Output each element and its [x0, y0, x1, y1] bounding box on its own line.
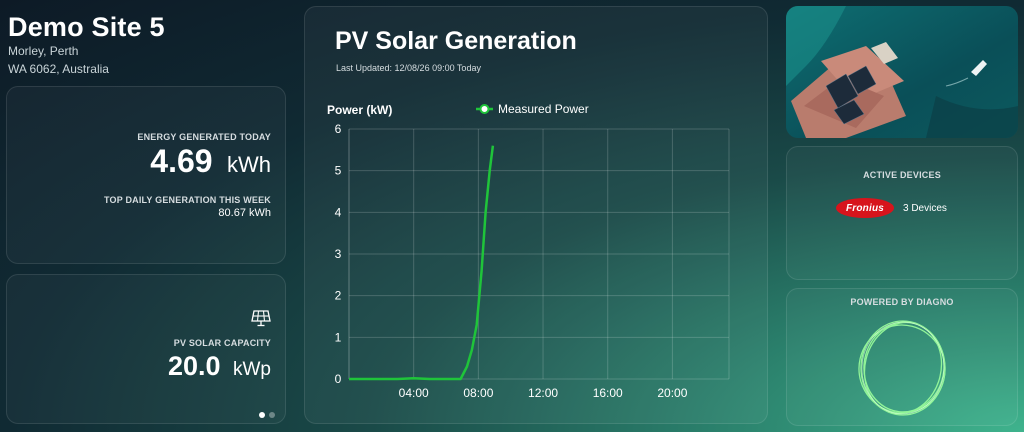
x-tick-label: 20:00 [657, 386, 687, 400]
top-daily-value: 80.67 kWh [218, 207, 271, 219]
devices-card[interactable]: ACTIVE DEVICES Fronius 3 Devices [786, 146, 1018, 280]
diagno-title: POWERED BY DIAGNO [850, 297, 954, 307]
aerial-house-image [786, 6, 1018, 138]
chart-card: PV Solar Generation Last Updated: 12/08/… [304, 6, 768, 424]
y-tick-label: 5 [335, 164, 342, 178]
site-photo [786, 6, 1018, 138]
chart-updated: Last Updated: 12/08/26 09:00 Today [336, 63, 481, 73]
series-line-measured-power [349, 145, 495, 381]
solar-panel-icon [251, 310, 271, 327]
energy-card: ENERGY GENERATED TODAY 4.69 kWh TOP DAIL… [6, 86, 286, 264]
address-line-2: WA 6062, Australia [8, 62, 109, 76]
y-tick-label: 1 [335, 330, 342, 344]
pager-dot-2[interactable] [269, 412, 275, 418]
y-tick-label: 4 [335, 205, 342, 219]
x-tick-label: 16:00 [593, 386, 623, 400]
chart-title: PV Solar Generation [335, 27, 577, 55]
pv-generation-chart: Power (kW) Measured Power 0 1 2 3 4 5 6 04:00 08… [327, 102, 730, 400]
fronius-logo: Fronius [836, 198, 894, 218]
energy-today-label: ENERGY GENERATED TODAY [137, 132, 271, 142]
capacity-label: PV SOLAR CAPACITY [173, 338, 271, 348]
y-tick-label: 2 [335, 289, 342, 303]
x-tick-label: 08:00 [463, 386, 493, 400]
pager-dot-1[interactable] [259, 412, 265, 418]
site-title: Demo Site 5 [8, 12, 165, 42]
chart-legend[interactable]: Measured Power [476, 102, 589, 116]
capacity-value: 20.0 [167, 351, 221, 381]
y-tick-label: 6 [335, 122, 342, 136]
devices-title: ACTIVE DEVICES [863, 170, 941, 180]
top-daily-label: TOP DAILY GENERATION THIS WEEK [103, 195, 271, 205]
y-tick-label: 0 [335, 372, 342, 386]
x-tick-label: 04:00 [399, 386, 429, 400]
diagno-card: POWERED BY DIAGNO [786, 288, 1018, 426]
diagno-logo [858, 320, 946, 416]
x-tick-label: 12:00 [528, 386, 558, 400]
y-tick-label: 3 [335, 247, 342, 261]
energy-today-unit: kWh [227, 152, 271, 177]
address-line-1: Morley, Perth [8, 44, 79, 58]
y-axis-label: Power (kW) [327, 103, 392, 117]
legend-label: Measured Power [498, 102, 589, 116]
capacity-readout: 20.0 kWp [168, 351, 271, 382]
energy-today-value: 4.69 [150, 143, 213, 179]
capacity-unit: kWp [233, 359, 271, 380]
device-count: 3 Devices [903, 203, 947, 214]
capacity-card: PV SOLAR CAPACITY 20.0 kWp [6, 274, 286, 424]
energy-today-readout: 4.69 kWh [150, 143, 271, 180]
